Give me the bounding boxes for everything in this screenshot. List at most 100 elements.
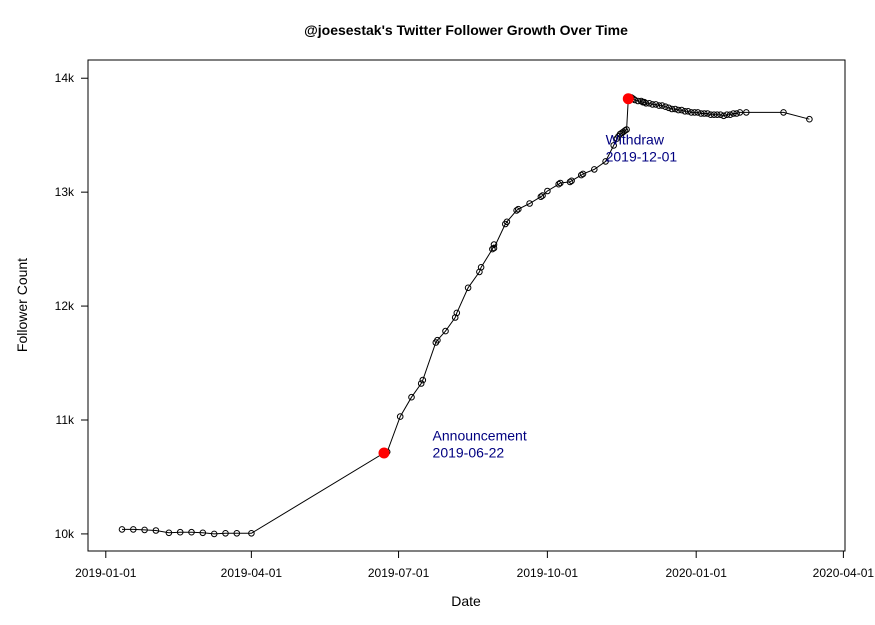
y-tick-label: 11k bbox=[56, 413, 75, 427]
data-point bbox=[152, 527, 160, 534]
y-tick-label: 13k bbox=[55, 185, 75, 199]
data-point bbox=[578, 171, 585, 179]
data-point bbox=[665, 104, 673, 112]
data-point bbox=[513, 207, 520, 214]
series-line bbox=[122, 97, 810, 535]
data-point bbox=[515, 205, 522, 213]
y-axis: 10k 11k 12k 13k 14k bbox=[55, 71, 89, 541]
data-point bbox=[704, 110, 711, 117]
data-point bbox=[544, 187, 551, 195]
data-point bbox=[453, 309, 461, 317]
data-point bbox=[641, 98, 648, 106]
data-point bbox=[451, 314, 459, 321]
data-point bbox=[490, 244, 498, 252]
data-point bbox=[717, 111, 724, 118]
data-point bbox=[681, 108, 689, 115]
plot-frame bbox=[87, 59, 846, 552]
data-point bbox=[662, 103, 669, 110]
data-point bbox=[566, 178, 574, 186]
x-tick-label: 2019-07-01 bbox=[368, 566, 430, 580]
x-axis-label: Date bbox=[451, 593, 481, 609]
x-axis: 2019-01-01 2019-04-01 2019-07-01 2019-10-01… bbox=[75, 550, 875, 580]
data-point bbox=[233, 530, 241, 537]
data-point bbox=[655, 102, 663, 109]
data-point bbox=[464, 284, 472, 292]
data-point bbox=[658, 102, 666, 109]
data-point bbox=[165, 529, 173, 537]
y-tick-label: 10k bbox=[55, 527, 75, 541]
data-point bbox=[697, 110, 705, 117]
data-point bbox=[602, 158, 609, 165]
data-point bbox=[537, 193, 545, 200]
data-point bbox=[489, 245, 496, 253]
data-point bbox=[396, 413, 404, 420]
data-point bbox=[736, 109, 744, 116]
data-point bbox=[806, 115, 813, 123]
data-point bbox=[248, 530, 255, 537]
data-point bbox=[591, 166, 598, 173]
data-point bbox=[675, 106, 682, 114]
data-point bbox=[730, 110, 737, 117]
data-point bbox=[733, 110, 740, 117]
data-point bbox=[176, 528, 184, 536]
data-point bbox=[222, 530, 229, 537]
data-point bbox=[419, 376, 427, 384]
data-point bbox=[130, 526, 137, 533]
data-point bbox=[417, 380, 425, 387]
annotation-date: 2019-12-01 bbox=[606, 148, 678, 164]
data-point bbox=[710, 111, 718, 118]
data-point bbox=[442, 327, 449, 335]
data-point bbox=[652, 101, 660, 108]
data-point bbox=[434, 336, 441, 344]
x-tick-label: 2020-04-01 bbox=[813, 566, 875, 580]
data-point bbox=[726, 111, 734, 118]
y-tick-label: 12k bbox=[55, 299, 75, 313]
data-point bbox=[568, 177, 575, 185]
data-point bbox=[684, 108, 692, 115]
annotation-date: 2019-06-22 bbox=[433, 445, 505, 461]
data-point bbox=[780, 109, 787, 116]
data-point bbox=[555, 180, 563, 188]
data-point bbox=[557, 179, 564, 187]
data-point bbox=[610, 142, 618, 149]
data-point bbox=[579, 170, 587, 178]
data-point bbox=[743, 109, 750, 116]
x-tick-label: 2020-01-01 bbox=[665, 566, 727, 580]
data-point bbox=[118, 526, 126, 533]
data-point bbox=[649, 101, 656, 108]
data-point bbox=[720, 112, 728, 120]
plot-area bbox=[118, 93, 813, 538]
highlight-point bbox=[378, 447, 390, 459]
data-point bbox=[678, 106, 685, 114]
data-point bbox=[210, 530, 218, 538]
y-tick-label: 14k bbox=[55, 71, 75, 85]
data-point bbox=[477, 264, 485, 271]
y-axis-label: Follower Count bbox=[14, 258, 30, 352]
data-point bbox=[188, 528, 195, 536]
x-tick-label: 2019-01-01 bbox=[75, 566, 137, 580]
data-point bbox=[408, 393, 415, 401]
data-point bbox=[723, 111, 731, 118]
data-point bbox=[688, 109, 695, 116]
highlight-point bbox=[622, 93, 634, 105]
data-point bbox=[539, 192, 546, 199]
data-point bbox=[621, 127, 629, 134]
annotation-label: Withdraw bbox=[606, 131, 665, 147]
data-point bbox=[694, 109, 702, 116]
data-point bbox=[646, 100, 653, 107]
data-point bbox=[668, 105, 676, 113]
annotation-label: Announcement bbox=[433, 427, 527, 443]
data-point bbox=[141, 526, 148, 534]
data-point bbox=[199, 529, 207, 537]
chart-title: @joesestak's Twitter Follower Growth Ove… bbox=[304, 22, 628, 38]
x-tick-label: 2019-10-01 bbox=[517, 566, 579, 580]
data-point bbox=[634, 97, 642, 105]
data-point bbox=[671, 105, 679, 113]
data-point bbox=[642, 100, 650, 107]
data-point bbox=[701, 110, 708, 117]
data-point bbox=[526, 200, 533, 207]
data-point bbox=[707, 111, 715, 118]
data-point bbox=[503, 218, 511, 226]
